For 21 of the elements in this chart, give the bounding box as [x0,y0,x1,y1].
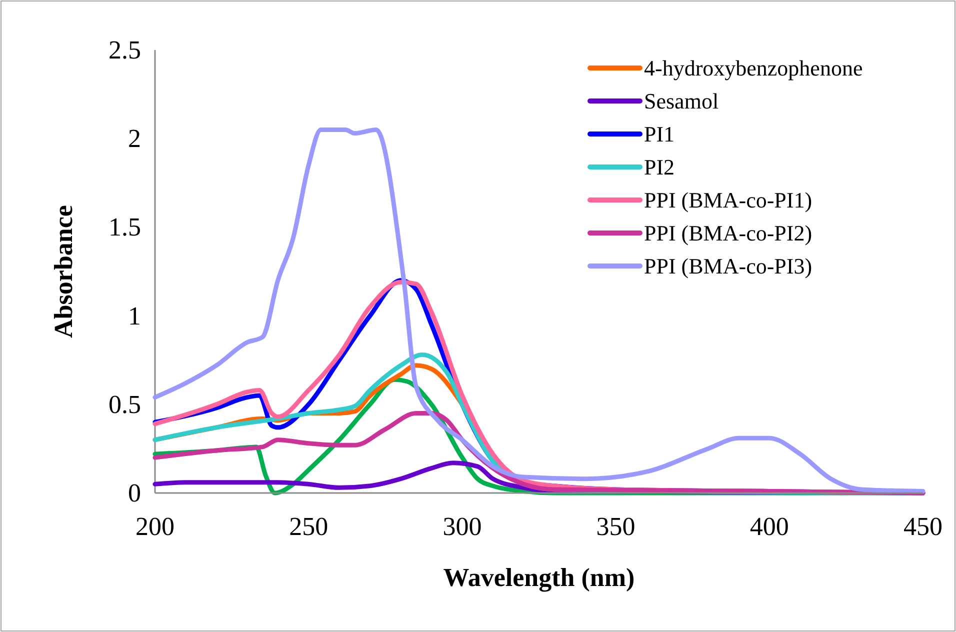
y-tick-label: 1 [128,301,141,330]
y-tick-label: 0.5 [108,390,141,419]
legend-label: 4-hydroxybenzophenone [644,56,863,80]
legend-label: PPI (BMA-co-PI1) [644,188,812,212]
x-tick-label: 250 [289,512,328,541]
legend-label: Sesamol [644,88,719,114]
x-tick-label: 450 [904,512,942,541]
y-tick-label: 1.5 [108,212,141,242]
x-tick-label: 400 [750,512,789,541]
x-tick-label: 200 [136,512,174,541]
legend-label: PPI (BMA-co-PI2) [644,220,812,246]
y-tick-label: 2 [128,124,141,154]
y-tick-label: 0 [128,478,141,508]
legend-label: PI2 [644,154,675,180]
x-tick-label: 350 [596,512,636,541]
x-tick-label: 300 [442,512,482,541]
y-tick-label: 2.5 [108,36,141,64]
x-axis-title: Wavelength (nm) [443,563,635,592]
legend-label: PPI (BMA-co-PI3) [644,254,812,278]
y-axis-title: Absorbance [49,205,78,338]
legend-label: PI1 [644,122,675,146]
